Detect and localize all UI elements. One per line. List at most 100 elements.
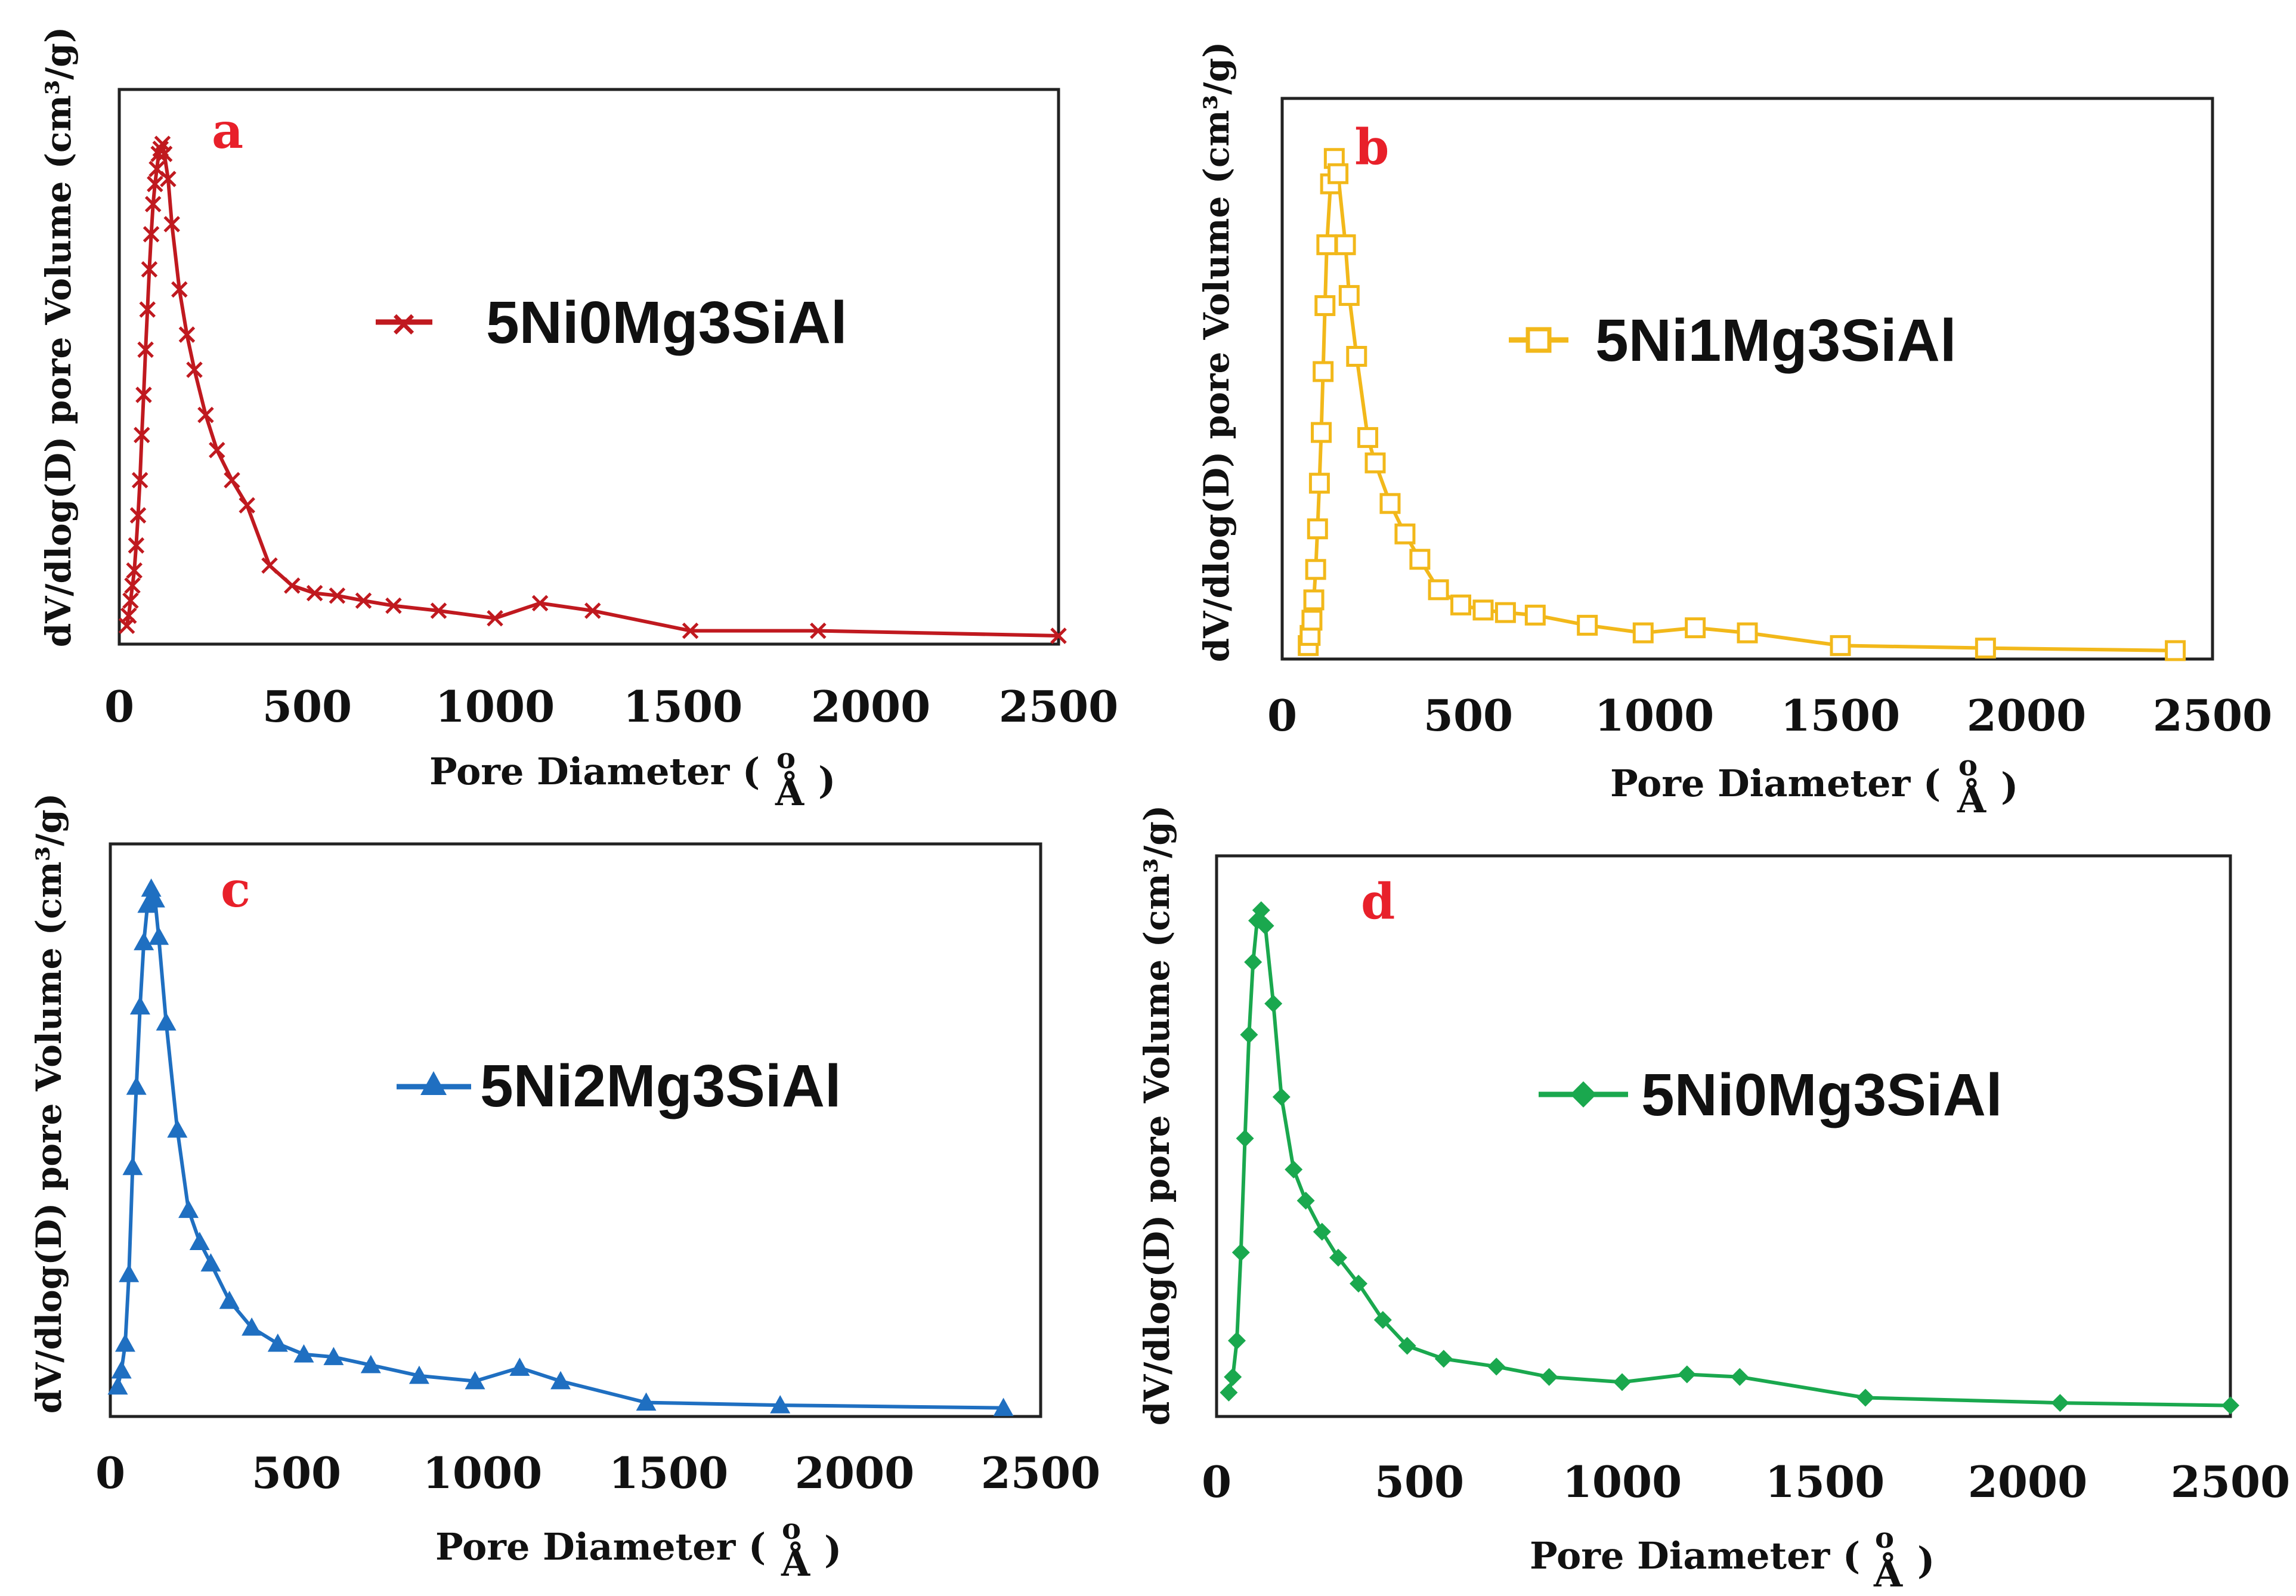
data-point-d-25	[1856, 1388, 1874, 1407]
data-point-a-42	[1050, 627, 1067, 644]
data-point-a-32	[306, 584, 323, 602]
data-point-b-15	[1338, 284, 1360, 306]
data-point-c-13	[167, 1119, 188, 1138]
data-point-a-14	[144, 196, 162, 212]
data-point-b-32	[1975, 638, 1996, 659]
data-point-d-8	[1252, 901, 1270, 920]
data-point-b-27	[1577, 614, 1598, 636]
data-point-c-27	[636, 1392, 657, 1411]
x-tick-labels-c: 0 500 1000 1500 2000 2500	[95, 1447, 1100, 1498]
data-point-d-11	[1272, 1088, 1291, 1106]
data-point-a-36	[430, 602, 447, 619]
data-point-c-12	[156, 1012, 177, 1031]
x-tick-label-c-4: 2000	[795, 1447, 914, 1498]
data-point-d-3	[1231, 1244, 1250, 1262]
data-point-b-17	[1357, 427, 1379, 449]
data-point-d-26	[2051, 1394, 2069, 1412]
angstrom-ring-b: o	[1958, 749, 1978, 782]
data-point-c-7	[134, 932, 154, 951]
data-point-a-37	[487, 610, 503, 627]
panel-label-c: c	[221, 861, 250, 918]
panel-label-b: b	[1355, 119, 1389, 176]
data-point-a-20	[156, 146, 173, 162]
data-point-c-26	[550, 1371, 571, 1390]
data-point-d-14	[1313, 1223, 1331, 1241]
series-line-d	[1227, 908, 2231, 1408]
data-point-b-7	[1311, 422, 1332, 443]
data-point-c-18	[242, 1317, 262, 1336]
data-point-d-10	[1264, 994, 1283, 1013]
plot-frame-c	[109, 842, 1042, 1418]
x-tick-label-a-3: 1500	[623, 681, 742, 732]
data-point-a-35	[385, 597, 402, 614]
data-point-c-2	[115, 1333, 135, 1352]
data-point-b-6	[1308, 472, 1330, 494]
data-point-c-24	[465, 1371, 485, 1390]
data-point-d-19	[1434, 1350, 1453, 1368]
x-tick-label-b-2: 1000	[1595, 690, 1714, 741]
data-point-d-21	[1540, 1368, 1558, 1386]
x-axis-unit-c: Å	[781, 1541, 810, 1585]
data-point-c-0	[107, 1376, 128, 1395]
panel-d: d 5Ni0Mg3SiAl 0 500 1000 1500 2000 2500 Pore …	[1137, 805, 2290, 1595]
x-axis-title-text-c: Pore Diameter (	[435, 1525, 766, 1569]
x-axis-title-text-a: Pore Diameter (	[429, 750, 760, 793]
x-tick-label-c-2: 1000	[423, 1447, 542, 1498]
data-point-b-19	[1379, 493, 1401, 514]
data-point-d-13	[1296, 1192, 1315, 1210]
data-point-b-23	[1450, 594, 1472, 615]
data-point-d-9	[1256, 917, 1274, 935]
plot-frame-b	[1280, 97, 2214, 661]
data-point-a-8	[134, 426, 150, 444]
x-tick-labels-b: 0 500 1000 1500 2000 2500	[1267, 690, 2272, 741]
legend-marker-d	[1570, 1081, 1596, 1108]
data-point-b-4	[1305, 559, 1326, 580]
x-tick-label-d-2: 1000	[1562, 1456, 1682, 1507]
x-tick-label-a-5: 2500	[999, 681, 1118, 732]
data-point-c-11	[148, 926, 169, 945]
x-tick-label-c-5: 2500	[981, 1447, 1100, 1498]
x-axis-title-c: Pore Diameter ( o Å )	[435, 1513, 841, 1585]
data-point-a-5	[128, 537, 145, 554]
data-point-d-6	[1244, 953, 1263, 972]
data-point-a-40	[682, 622, 699, 639]
legend-label-b: 5Ni1Mg3SiAl	[1595, 307, 1957, 374]
data-point-c-21	[323, 1347, 344, 1365]
data-point-a-7	[131, 472, 148, 488]
data-point-b-10	[1316, 234, 1338, 255]
data-point-d-5	[1240, 1025, 1258, 1044]
series-b	[1298, 148, 2186, 661]
x-tick-label-b-3: 1500	[1781, 690, 1900, 741]
data-point-a-25	[186, 361, 203, 378]
data-point-b-5	[1307, 518, 1328, 540]
x-tick-label-b-0: 0	[1267, 690, 1297, 741]
data-point-c-25	[509, 1357, 530, 1376]
data-point-a-39	[584, 602, 601, 619]
data-point-c-15	[189, 1232, 210, 1250]
x-tick-label-d-3: 1500	[1765, 1456, 1885, 1507]
data-point-a-33	[329, 587, 346, 604]
x-axis-title-d: Pore Diameter ( o Å )	[1530, 1521, 1935, 1595]
data-point-c-29	[993, 1397, 1014, 1416]
data-point-b-28	[1632, 622, 1654, 644]
plot-frame-d	[1215, 854, 2232, 1418]
data-point-c-3	[119, 1264, 140, 1282]
x-axis-close-paren-a: )	[818, 759, 836, 802]
data-point-d-24	[1731, 1368, 1749, 1386]
x-tick-label-d-5: 2500	[2171, 1456, 2290, 1507]
data-point-b-26	[1524, 604, 1546, 626]
data-point-a-6	[129, 507, 147, 524]
x-tick-label-b-1: 500	[1424, 690, 1513, 741]
data-point-b-21	[1409, 549, 1431, 570]
panel-a: a × 5Ni0Mg3SiAl 0 500 1000 1500 2000 2500 Por…	[38, 27, 1118, 814]
data-point-a-15	[147, 175, 163, 193]
data-point-d-1	[1224, 1368, 1242, 1386]
data-point-d-17	[1373, 1311, 1392, 1329]
data-point-a-29	[239, 497, 255, 514]
data-point-b-22	[1428, 579, 1449, 601]
x-tick-label-c-3: 1500	[609, 1447, 728, 1498]
data-point-c-4	[122, 1156, 143, 1176]
data-point-a-27	[209, 441, 225, 459]
series-d	[1220, 901, 2239, 1415]
